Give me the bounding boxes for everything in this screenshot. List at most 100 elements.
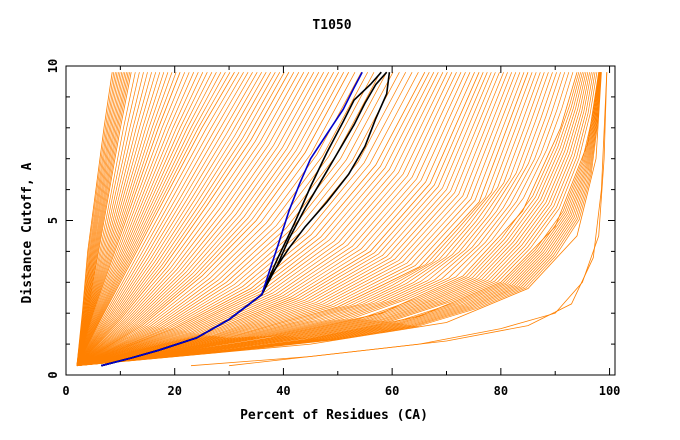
model-curve	[76, 72, 362, 367]
model-curve	[76, 72, 394, 367]
model-curve	[76, 72, 500, 367]
model-curve	[76, 72, 369, 367]
model-curve	[76, 72, 553, 367]
model-curve	[76, 72, 570, 367]
model-curve	[76, 72, 521, 367]
plot-area	[76, 71, 608, 367]
model-curve	[76, 72, 195, 366]
model-curve	[76, 72, 285, 366]
model-curve	[76, 72, 116, 366]
x-tick-label: 0	[62, 384, 69, 398]
model-curve	[76, 72, 325, 366]
model-curve	[76, 72, 199, 366]
model-curve	[76, 72, 504, 367]
model-curve	[76, 72, 267, 366]
model-curve	[76, 72, 592, 367]
model-curve	[76, 72, 484, 367]
model-curve	[76, 72, 407, 367]
model-curve	[76, 72, 226, 366]
model-curve	[76, 72, 488, 367]
model-curve	[76, 72, 345, 366]
model-curve	[76, 72, 161, 366]
model-curve	[76, 72, 204, 366]
model-curve	[76, 72, 217, 366]
model-curve	[76, 72, 375, 367]
x-axis-label: Percent of Residues (CA)	[240, 408, 428, 423]
model-curve	[76, 72, 320, 366]
model-curve	[76, 72, 583, 367]
model-curve	[76, 72, 253, 366]
model-curve	[76, 72, 315, 366]
model-curve	[76, 72, 471, 367]
model-curve	[76, 72, 589, 367]
highlight-curve-blue	[101, 71, 363, 367]
model-curve	[76, 72, 144, 366]
model-curve	[76, 72, 263, 366]
model-curve	[76, 72, 549, 367]
model-curve	[76, 72, 462, 367]
y-tick-label: 10	[46, 59, 60, 73]
model-curve	[76, 72, 129, 366]
model-curve	[76, 72, 136, 366]
model-curve	[76, 72, 602, 367]
model-curve	[76, 72, 127, 366]
model-curve	[76, 72, 517, 367]
model-curve	[76, 72, 580, 367]
model-curve	[76, 72, 598, 367]
x-tick-label: 20	[167, 384, 181, 398]
model-curve	[76, 72, 594, 367]
model-curve	[76, 72, 529, 367]
model-curve	[76, 72, 244, 366]
model-curve	[76, 71, 235, 366]
x-tick-label: 80	[494, 384, 508, 398]
model-curve	[76, 72, 602, 367]
model-curve	[76, 72, 240, 366]
model-curve	[76, 72, 448, 367]
model-curve	[229, 72, 608, 367]
model-curve	[76, 72, 581, 367]
model-curve	[76, 72, 335, 366]
model-curve	[76, 72, 508, 367]
model-curve	[76, 72, 541, 367]
model-curve	[76, 72, 169, 366]
y-tick-label: 0	[46, 371, 60, 378]
model-curve	[76, 72, 566, 367]
model-curve	[76, 72, 213, 366]
y-axis-label: Distance Cutoff, A	[20, 162, 35, 303]
model-curve	[76, 72, 231, 366]
model-curve	[76, 72, 513, 367]
model-curve	[76, 72, 330, 366]
model-curve	[76, 72, 537, 367]
model-curve	[76, 72, 310, 366]
model-curve	[76, 72, 590, 367]
model-curve	[76, 72, 533, 367]
model-curve	[76, 72, 300, 366]
model-curve	[76, 72, 305, 366]
model-curve	[76, 72, 258, 366]
model-curve	[76, 72, 413, 367]
model-curve	[76, 72, 480, 367]
model-curve	[76, 72, 400, 367]
model-curve	[76, 72, 186, 366]
model-curve	[76, 72, 561, 367]
axes: 0 20 40 60 80 100 0 5 10	[46, 59, 620, 398]
model-curve	[76, 72, 426, 367]
y-tick-label: 5	[46, 217, 60, 224]
model-curve	[76, 72, 222, 366]
model-curve	[76, 72, 430, 367]
model-curve	[76, 72, 113, 366]
model-curve	[76, 72, 132, 366]
x-tick-label: 60	[385, 384, 399, 398]
model-curve	[76, 72, 281, 366]
model-curve	[76, 72, 181, 366]
model-curve	[76, 72, 435, 367]
model-curve	[76, 72, 249, 366]
model-curve	[76, 72, 557, 367]
x-tick-label: 100	[599, 384, 621, 398]
model-curve	[76, 72, 119, 366]
model-curve	[76, 72, 587, 367]
chart-title: T1050	[312, 18, 351, 33]
model-curve	[76, 72, 350, 367]
model-curve	[76, 72, 453, 367]
